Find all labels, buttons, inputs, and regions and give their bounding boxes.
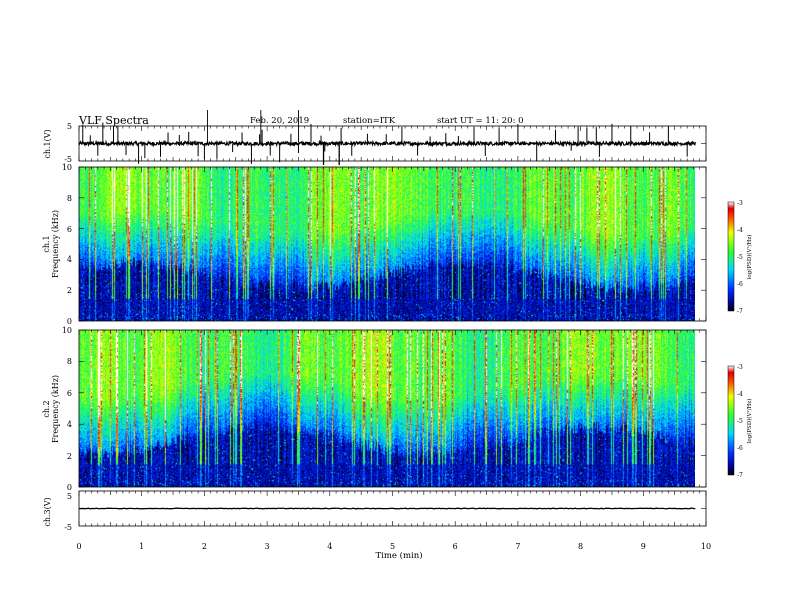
- x-tick-label: 9: [641, 542, 646, 551]
- ch1-ytick-6: 6: [67, 225, 72, 234]
- ch1-ytick-bottom: -5: [64, 155, 72, 164]
- ch3-waveform-ylabel: ch.3(V): [43, 497, 52, 526]
- ch1-ytick-top: 5: [67, 122, 72, 131]
- ch2-spectrogram-ylabel-frequency: Frequency (kHz): [51, 375, 60, 443]
- ch1-ytick-2: 2: [67, 286, 72, 295]
- ch1-colorbar-tick-m3: -3: [737, 200, 743, 207]
- ch2-spectrogram-image: [79, 330, 695, 487]
- ch3-ytick-top: 5: [67, 492, 72, 501]
- ch2-ytick-0: 0: [67, 483, 72, 492]
- ch1-ytick-4: 4: [67, 255, 72, 264]
- start-time-label: start UT = 11: 20: 0: [437, 116, 524, 126]
- ch2-spectrogram-panel: 10 8 6 4 2 0 ch.2 Frequency (kHz) -3 -4 …: [42, 326, 753, 492]
- x-tick-label: 3: [265, 542, 270, 551]
- ch2-colorbar-scale: [727, 365, 735, 476]
- ch1-ytick-10: 10: [62, 163, 72, 172]
- ch2-ytick-2: 2: [67, 452, 72, 461]
- ch1-waveform-trace: [78, 110, 696, 165]
- ch3-waveform-trace: [78, 507, 696, 510]
- x-tick-label: 5: [390, 542, 395, 551]
- ch2-colorbar-tick-m6: -6: [737, 445, 743, 452]
- ch2-spectrogram-ylabel-channel: ch.2: [42, 400, 51, 417]
- ch1-ytick-0: 0: [67, 317, 72, 326]
- ch2-colorbar: -3 -4 -5 -6 -7 log(PSD)(V²/Hz): [727, 364, 753, 479]
- x-axis-label: Time (min): [375, 550, 422, 561]
- ch2-ytick-8: 8: [67, 357, 72, 366]
- ch1-spectrogram-ylabel-channel: ch.1: [42, 235, 51, 252]
- ch1-spectrogram-panel: 10 8 6 4 2 0 ch.1 Frequency (kHz) -3 -4 …: [42, 163, 753, 326]
- x-axis-tick-labels: 0 1 2 3 4 5 6 7 8 9 10: [76, 542, 711, 551]
- ch2-colorbar-tick-m5: -5: [737, 418, 743, 425]
- ch1-colorbar-tick-m5: -5: [737, 254, 743, 261]
- ch3-ytick-bottom: -5: [64, 523, 72, 532]
- ch1-waveform-panel: 5 -5 ch.1(V): [43, 110, 707, 165]
- ch2-ytick-4: 4: [67, 420, 72, 429]
- ch1-waveform-ticks: [78, 126, 707, 161]
- ch1-colorbar-scale: [727, 201, 735, 312]
- x-tick-label: 7: [515, 542, 520, 551]
- ch2-ytick-10: 10: [62, 326, 72, 335]
- ch1-spectrogram-image: [79, 167, 695, 321]
- ch1-colorbar-label: log(PSD)(V²/Hz): [746, 235, 753, 280]
- ch2-colorbar-tick-m7: -7: [737, 472, 743, 479]
- ch1-waveform-ylabel: ch.1(V): [43, 129, 52, 158]
- x-tick-label: 8: [578, 542, 583, 551]
- date-label: Feb. 20, 2019: [250, 116, 309, 126]
- ch1-waveform-line: [78, 139, 696, 148]
- ch2-colorbar-tick-m3: -3: [737, 364, 743, 371]
- x-tick-label: 6: [453, 542, 458, 551]
- x-tick-label: 1: [139, 542, 144, 551]
- ch1-colorbar: -3 -4 -5 -6 -7 log(PSD)(V²/Hz): [727, 200, 753, 315]
- ch1-colorbar-tick-m6: -6: [737, 281, 743, 288]
- ch1-colorbar-tick-m7: -7: [737, 308, 743, 315]
- figure-title: VLF Spectra: [78, 114, 149, 127]
- ch3-waveform-ticks: [78, 491, 707, 526]
- ch1-ytick-8: 8: [67, 194, 72, 203]
- ch1-spectrogram-ticks: [78, 166, 707, 322]
- ch2-colorbar-label: log(PSD)(V²/Hz): [746, 399, 753, 444]
- ch1-colorbar-tick-m4: -4: [737, 227, 743, 234]
- x-tick-label: 2: [202, 542, 207, 551]
- x-tick-label: 4: [327, 542, 332, 551]
- x-tick-label: 0: [76, 542, 81, 551]
- ch2-spectrogram-ytick-labels: 10 8 6 4 2 0: [62, 326, 72, 492]
- ch1-spectrogram-ytick-labels: 10 8 6 4 2 0: [62, 163, 72, 326]
- station-label: station=ITK: [343, 116, 396, 126]
- ch1-spectrogram-ylabel-frequency: Frequency (kHz): [51, 210, 60, 278]
- x-tick-label: 10: [701, 542, 711, 551]
- ch2-colorbar-tick-m4: -4: [737, 391, 743, 398]
- ch3-waveform-panel: 5 -5 ch.3(V): [43, 490, 707, 532]
- ch2-ytick-6: 6: [67, 389, 72, 398]
- ch3-waveform-line: [78, 507, 696, 510]
- ch2-spectrogram-ticks: [78, 329, 707, 488]
